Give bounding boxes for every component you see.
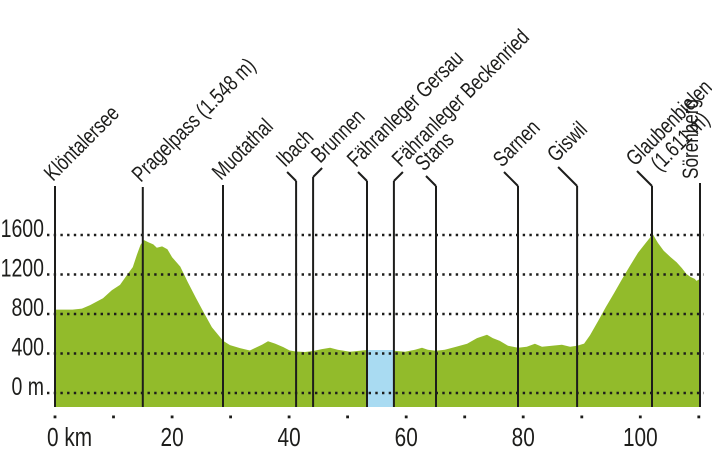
x-axis-label: 20 bbox=[161, 423, 184, 452]
waypoint-12: Sörenberg bbox=[679, 99, 704, 407]
y-axis: 0 m 400 800 1200 1600 bbox=[1, 215, 44, 401]
y-axis-label: 400 bbox=[11, 333, 44, 361]
x-axis-tick bbox=[287, 415, 291, 419]
x-axis-tick bbox=[580, 415, 584, 419]
x-axis-tick bbox=[112, 415, 115, 419]
x-axis-label: 0 km bbox=[47, 423, 92, 452]
elevation-area bbox=[55, 233, 700, 407]
ferry-segment bbox=[367, 350, 394, 407]
y-axis-label: 0 m bbox=[12, 373, 44, 401]
svg-text:0 km: 0 km bbox=[47, 423, 92, 452]
x-axis-label: 100 bbox=[623, 423, 658, 452]
waypoint-hook bbox=[312, 167, 323, 178]
x-axis-tick bbox=[463, 415, 467, 419]
svg-text:20: 20 bbox=[161, 423, 184, 452]
x-axis-label: 40 bbox=[278, 423, 301, 452]
waypoint-hook bbox=[557, 166, 578, 187]
waypoint-hook bbox=[636, 170, 653, 187]
svg-text:100: 100 bbox=[623, 423, 658, 452]
waypoint-hook bbox=[425, 175, 437, 187]
svg-text:Klöntalersee: Klöntalersee bbox=[40, 101, 125, 186]
waypoint-hook bbox=[393, 171, 404, 182]
svg-text:1200: 1200 bbox=[1, 254, 44, 282]
x-axis-label: 80 bbox=[512, 423, 535, 452]
waypoint-hook bbox=[503, 171, 519, 187]
x-axis-label: 60 bbox=[395, 423, 418, 452]
waypoint-hook bbox=[357, 171, 368, 182]
waypoint-label: Sörenberg bbox=[679, 99, 704, 179]
waypoint-label: Muotathal bbox=[208, 114, 279, 185]
svg-text:80: 80 bbox=[512, 423, 535, 452]
x-axis-tick bbox=[638, 415, 642, 419]
svg-text:Sarnen: Sarnen bbox=[489, 115, 545, 171]
waypoint-hook bbox=[286, 171, 297, 182]
svg-text:Muotathal: Muotathal bbox=[208, 114, 279, 185]
x-axis-ticks bbox=[53, 415, 701, 419]
x-axis-tick bbox=[697, 415, 701, 419]
svg-text:60: 60 bbox=[395, 423, 418, 452]
waypoint-label: Giswil bbox=[543, 117, 593, 167]
y-axis-label: 1600 bbox=[1, 215, 44, 243]
x-axis: 0 km 20 40 60 80 100 bbox=[47, 423, 658, 452]
y-axis-label: 1200 bbox=[1, 254, 44, 282]
x-axis-tick bbox=[53, 415, 57, 419]
waypoint-label: Sarnen bbox=[489, 115, 545, 171]
x-axis-tick bbox=[229, 415, 232, 419]
gridlines bbox=[47, 233, 704, 395]
x-axis-tick bbox=[170, 415, 174, 419]
svg-text:1600: 1600 bbox=[1, 215, 44, 243]
x-axis-tick bbox=[521, 415, 525, 419]
svg-text:Sörenberg: Sörenberg bbox=[679, 99, 704, 179]
svg-text:40: 40 bbox=[278, 423, 301, 452]
waypoint-label: Klöntalersee bbox=[40, 101, 125, 186]
svg-text:800: 800 bbox=[11, 294, 44, 322]
x-axis-tick bbox=[346, 415, 349, 419]
x-axis-tick bbox=[404, 415, 408, 419]
svg-text:400: 400 bbox=[11, 333, 44, 361]
svg-text:0 m: 0 m bbox=[12, 373, 44, 401]
y-axis-label: 800 bbox=[11, 294, 44, 322]
svg-text:Giswil: Giswil bbox=[543, 117, 593, 167]
